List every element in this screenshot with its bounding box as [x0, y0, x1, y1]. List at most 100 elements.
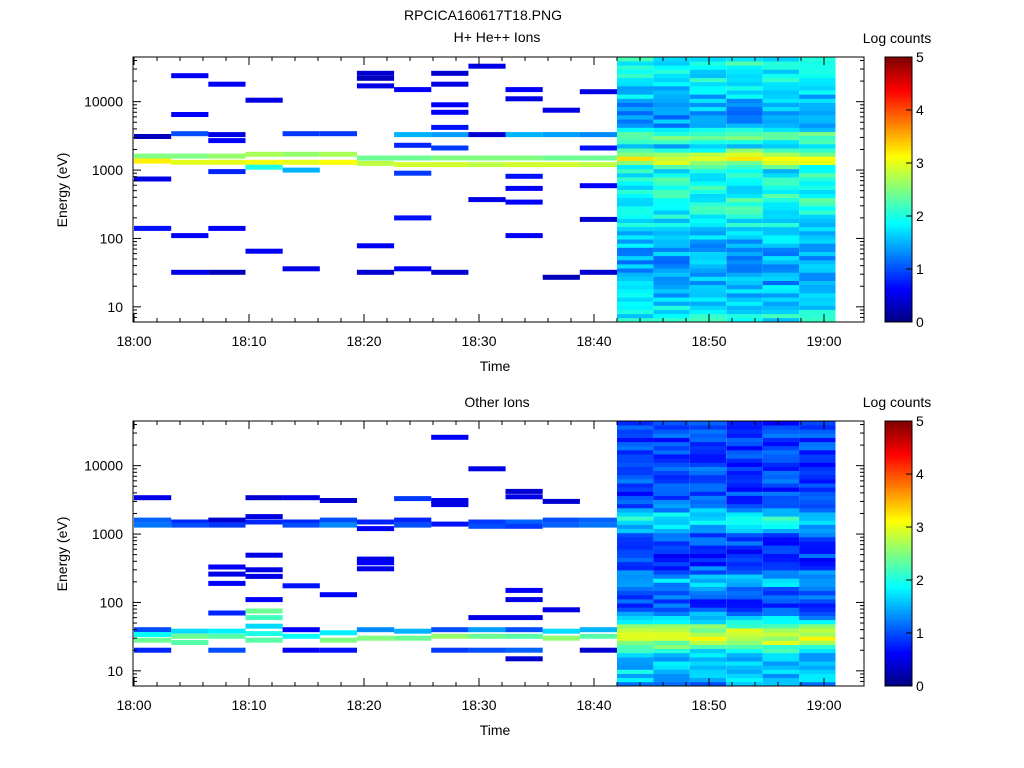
spectrogram-cell [579, 216, 617, 222]
colorbar-segment [885, 200, 912, 204]
colorbar-segment [885, 540, 912, 544]
spectrogram-cell [617, 648, 654, 654]
spectrogram-cell [579, 517, 617, 523]
colorbar-tick-label: 3 [916, 155, 924, 171]
spectrogram-cell [468, 466, 506, 472]
spectrogram-cell [653, 131, 690, 136]
spectrogram-cell [689, 301, 727, 306]
colorbar-segment [885, 648, 912, 653]
spectrogram-cell [799, 636, 836, 641]
spectrogram-cell [653, 528, 690, 534]
spectrogram-cell [799, 86, 836, 91]
colorbar-segment [885, 263, 912, 267]
colorbar-segment [885, 460, 912, 464]
spectrogram-cell [653, 239, 690, 244]
colorbar-segment [885, 561, 912, 565]
spectrogram-cell [617, 491, 654, 496]
colorbar-segment [885, 218, 912, 222]
spectrogram-cell [726, 313, 763, 319]
spectrogram-cell [762, 561, 800, 567]
spectrogram-cell [542, 522, 580, 528]
spectrogram-cell [617, 148, 654, 153]
spectrogram-cell [689, 429, 727, 434]
axes: 18:00 18:10 18:20 18:30 18:40 18:50 19:00 10 100… [84, 57, 864, 349]
spectrogram-cell [689, 520, 727, 525]
colorbar-segment [885, 444, 912, 448]
spectrogram-cell [689, 247, 727, 252]
spectrogram-cell [799, 317, 836, 323]
spectrogram-cell [617, 553, 654, 558]
spectrogram-cell [762, 127, 800, 132]
spectrogram-cell [799, 574, 836, 579]
spectrogram-cell [431, 81, 469, 87]
spectrogram-cell [762, 437, 800, 443]
spectrogram-cell [617, 168, 654, 174]
colorbar-segment [885, 292, 912, 296]
spectrogram-cell [726, 516, 763, 521]
spectrogram-cell [762, 628, 800, 633]
spectrogram-cell [689, 466, 727, 471]
spectrogram-cell [356, 70, 395, 76]
y-tick-label: 100 [100, 594, 124, 610]
spectrogram-cell [689, 441, 727, 447]
spectrogram-cell [653, 499, 690, 505]
spectrogram-cell [505, 488, 543, 494]
spectrogram-cell [799, 268, 836, 273]
spectrogram-cell [689, 119, 727, 124]
spectrogram-cell [319, 592, 357, 598]
spectrogram-cell [762, 466, 800, 471]
spectrogram-cell [617, 499, 654, 505]
spectrogram-cell [617, 462, 654, 467]
spectrogram-cell [617, 102, 654, 107]
spectrogram-cell [653, 590, 690, 596]
spectrogram-cell [689, 272, 727, 277]
spectrogram-cell [653, 445, 690, 451]
spectrogram-cell [799, 565, 836, 571]
colorbar-tick-label: 2 [916, 208, 924, 224]
colorbar-segment [885, 611, 912, 615]
spectrogram-cell [762, 549, 800, 554]
colorbar-segment [885, 186, 912, 190]
spectrogram-cell [134, 647, 172, 653]
spectrogram-cell [799, 681, 836, 687]
spectrogram-cell [431, 102, 469, 108]
spectrogram-cell [617, 445, 654, 451]
colorbar-segment [885, 426, 912, 430]
spectrogram-cell [689, 230, 727, 236]
colorbar-segment [885, 173, 912, 177]
spectrogram-cell [762, 545, 800, 550]
colorbar-segment [885, 107, 912, 111]
colorbar-segment [885, 117, 912, 122]
spectrogram-cell [726, 305, 763, 310]
spectrogram-cell [245, 573, 283, 579]
spectrogram-cell [689, 586, 727, 592]
spectrogram-cell [689, 503, 727, 509]
spectrogram-cell [726, 185, 763, 190]
colorbar-segment [885, 290, 912, 294]
x-tick-label: 18:50 [691, 333, 726, 349]
spectrogram-cell [653, 297, 690, 302]
spectrogram-cell [762, 590, 800, 596]
spectrogram-cell [726, 127, 763, 132]
spectrogram-cell [356, 83, 395, 89]
spectrogram-cell [726, 520, 763, 525]
spectrogram-cell [726, 152, 763, 157]
spectrogram-cell [799, 437, 836, 443]
spectrogram-cell [689, 160, 727, 165]
spectrogram-cell [726, 677, 763, 683]
colorbar-segment [885, 577, 912, 581]
spectrogram-cell [689, 549, 727, 554]
spectrogram-cell [617, 193, 654, 199]
spectrogram-cell [726, 470, 763, 476]
spectrogram-cell [208, 81, 246, 87]
spectrogram-cell [762, 65, 800, 70]
spectrogram-cell [726, 462, 763, 467]
spectrogram-cell [653, 102, 690, 107]
spectrogram-cell [799, 230, 836, 236]
spectrogram-cell [689, 309, 727, 315]
spectrogram-cell [617, 582, 654, 587]
spectrogram-cell [726, 139, 763, 145]
spectrogram-cell [617, 565, 654, 571]
colorbar-segment [885, 160, 912, 164]
spectrogram-cell [689, 172, 727, 178]
